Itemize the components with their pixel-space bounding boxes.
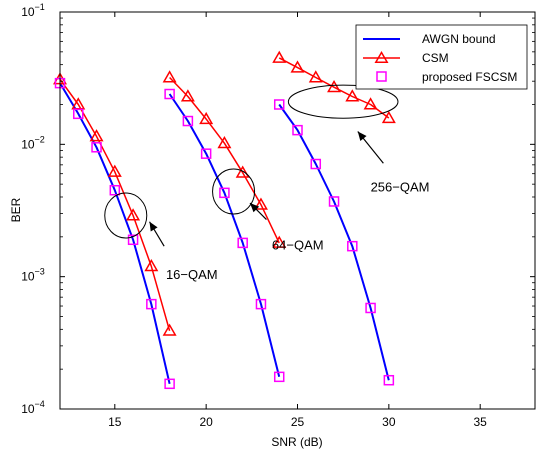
data-point-proposed-fscsm (292, 124, 303, 136)
annotation-ellipse-256-qam (287, 84, 399, 119)
series-line-awgn-bound (168, 93, 281, 378)
data-point-csm (89, 129, 104, 142)
data-point-csm (217, 135, 232, 149)
legend-label-awgn-bound: AWGN bound (422, 32, 496, 46)
data-point-proposed-fscsm (365, 302, 376, 314)
annotation-ellipse-16-qam (104, 192, 148, 239)
y-tick-label: 10−3 (21, 267, 45, 284)
legend-marker-triangle-icon (374, 51, 389, 64)
data-point-csm (381, 110, 396, 124)
arrowhead-icon (149, 221, 158, 232)
data-point-proposed-fscsm (91, 142, 102, 153)
data-point-csm (327, 80, 342, 93)
x-tick-label: 20 (199, 415, 213, 429)
legend-marker-square-icon (376, 71, 387, 82)
annotation-layer: 16−QAM 64−QAM 256−QAM (104, 84, 430, 282)
data-point-proposed-fscsm (164, 378, 175, 390)
x-tick-label: 15 (108, 415, 122, 429)
data-point-csm (162, 70, 177, 83)
data-point-csm (126, 208, 141, 221)
y-tick-label: 10−1 (21, 2, 45, 19)
series-line-awgn-bound (278, 103, 390, 381)
y-tick-label: 10−2 (21, 134, 45, 151)
axes-layer: 15 20 25 30 35 10−4 10−3 10−2 10−1 (21, 2, 535, 429)
arrowhead-icon (250, 203, 260, 213)
series-line-csm (59, 78, 171, 332)
legend-label-csm: CSM (422, 51, 449, 65)
series-line-csm (278, 57, 390, 119)
data-point-csm (363, 97, 378, 110)
data-point-csm (199, 111, 214, 125)
x-tick-label: 25 (291, 415, 305, 429)
data-point-csm (290, 60, 305, 73)
data-point-proposed-fscsm (273, 99, 285, 110)
annotation-label-16-qam: 16−QAM (166, 267, 218, 282)
data-point-csm (144, 258, 159, 272)
data-point-csm (235, 165, 250, 178)
annotation-label-256-qam: 256−QAM (371, 180, 430, 195)
series-line-csm (169, 76, 280, 244)
data-point-proposed-fscsm (255, 298, 267, 310)
data-layer (53, 50, 396, 390)
series-line-awgn-bound (59, 82, 171, 385)
data-point-proposed-fscsm (219, 187, 230, 199)
x-axis-label: SNR (dB) (271, 435, 322, 449)
data-point-proposed-fscsm (328, 196, 340, 207)
data-point-csm (308, 70, 323, 83)
data-point-proposed-fscsm (347, 240, 358, 252)
y-tick-label: 10−4 (21, 399, 45, 416)
data-point-proposed-fscsm (237, 237, 248, 249)
x-tick-label: 30 (382, 415, 396, 429)
data-point-proposed-fscsm (109, 184, 121, 196)
legend-label-proposed-fscsm: proposed FSCSM (422, 70, 517, 84)
data-point-proposed-fscsm (146, 298, 157, 310)
data-point-csm (272, 235, 287, 248)
data-point-csm (162, 323, 177, 336)
legend: AWGN bound CSM proposed FSCSM (355, 24, 528, 90)
data-point-proposed-fscsm (310, 158, 322, 170)
data-point-proposed-fscsm (273, 371, 285, 383)
data-point-proposed-fscsm (182, 115, 194, 127)
y-axis-label: BER (9, 197, 23, 222)
data-point-proposed-fscsm (200, 148, 212, 159)
data-point-proposed-fscsm (383, 374, 395, 386)
data-point-csm (180, 89, 195, 102)
data-point-proposed-fscsm (73, 108, 84, 120)
annotation-ellipse-64-qam (212, 168, 256, 215)
data-point-proposed-fscsm (127, 234, 139, 246)
x-tick-label: 35 (474, 415, 488, 429)
data-point-csm (253, 197, 268, 210)
annotation-label-64-qam: 64−QAM (272, 238, 324, 253)
arrowhead-icon (357, 131, 367, 142)
data-point-csm (272, 50, 287, 63)
data-point-csm (345, 89, 360, 102)
data-point-proposed-fscsm (164, 88, 175, 100)
data-point-csm (107, 164, 122, 177)
